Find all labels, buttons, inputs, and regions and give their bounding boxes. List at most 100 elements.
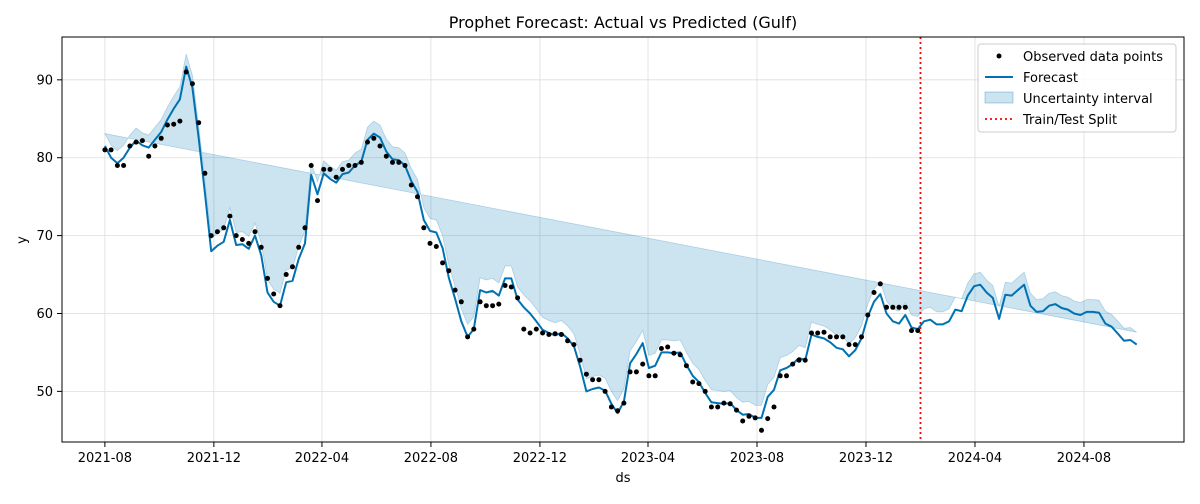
x-tick-label: 2023-08 <box>730 451 784 466</box>
observed-point <box>815 330 821 336</box>
observed-point <box>671 350 677 356</box>
observed-point <box>902 304 908 310</box>
x-tick-label: 2022-12 <box>513 451 567 466</box>
observed-point <box>521 326 527 332</box>
observed-point <box>290 264 295 270</box>
observed-point <box>252 229 258 235</box>
observed-point <box>702 388 708 394</box>
observed-point <box>740 418 746 424</box>
observed-point <box>189 81 195 87</box>
observed-point <box>121 163 127 168</box>
observed-point <box>759 427 764 433</box>
observed-point <box>302 225 308 231</box>
observed-point <box>415 194 420 200</box>
observed-point <box>277 303 283 309</box>
observed-point <box>327 166 333 172</box>
x-tick-label: 2021-08 <box>78 451 132 466</box>
uncertainty-band <box>104 53 1137 406</box>
observed-point <box>227 213 233 219</box>
observed-point <box>315 198 320 204</box>
observed-point <box>565 338 571 344</box>
observed-point <box>383 153 389 159</box>
observed-point <box>114 163 120 168</box>
x-tick-label: 2022-08 <box>404 451 458 466</box>
observed-point <box>802 357 808 363</box>
observed-point <box>483 303 489 309</box>
observed-point <box>777 373 783 379</box>
observed-point <box>658 346 664 351</box>
legend-split-label: Train/Test Split <box>1022 113 1117 128</box>
observed-point <box>677 352 683 358</box>
observed-point <box>365 139 370 145</box>
observed-point <box>340 166 345 172</box>
observed-point <box>171 121 177 127</box>
observed-point <box>734 407 739 413</box>
observed-point <box>621 400 627 406</box>
observed-point <box>909 328 914 334</box>
observed-point <box>502 283 508 288</box>
observed-point <box>608 404 614 410</box>
observed-point <box>796 357 802 363</box>
observed-point <box>377 143 383 149</box>
observed-point <box>790 361 796 367</box>
observed-point <box>490 303 496 309</box>
observed-point <box>283 272 289 277</box>
observed-point <box>515 295 521 301</box>
observed-point <box>771 404 777 410</box>
observed-point <box>877 281 883 287</box>
observed-point <box>640 361 646 367</box>
observed-point <box>146 153 152 159</box>
observed-point <box>727 401 733 407</box>
observed-point <box>540 330 546 336</box>
x-axis: 2021-08 2021-12 2022-04 2022-08 2022-12 2023-… <box>78 442 1111 466</box>
observed-point <box>333 174 339 180</box>
observed-point <box>239 237 245 242</box>
x-tick-label: 2023-12 <box>839 451 893 466</box>
observed-point <box>433 244 439 249</box>
x-tick-label: 2024-08 <box>1057 451 1111 466</box>
observed-point <box>696 381 702 387</box>
observed-point <box>533 326 539 332</box>
observed-point <box>752 415 758 421</box>
legend-interval-swatch <box>984 91 1014 104</box>
observed-point <box>546 332 552 337</box>
observed-point <box>396 159 402 165</box>
observed-point <box>827 334 833 340</box>
legend: Observed data points Forecast Uncertaint… <box>977 43 1177 133</box>
observed-point <box>859 334 864 340</box>
observed-point <box>646 373 652 379</box>
observed-point <box>896 304 902 310</box>
forecast-line-layer <box>104 65 1138 419</box>
observed-point <box>221 225 227 231</box>
plot-frame <box>61 36 1185 443</box>
legend-box <box>977 43 1177 133</box>
observed-point <box>496 301 502 307</box>
observed-point <box>452 287 458 293</box>
observed-point <box>133 139 139 145</box>
observed-point <box>164 122 170 128</box>
x-tick-label: 2021-12 <box>187 451 241 466</box>
observed-point <box>615 408 621 414</box>
observed-point <box>527 330 533 336</box>
observed-point <box>152 143 158 149</box>
observed-point <box>852 342 858 348</box>
observed-point <box>865 312 871 318</box>
observed-point <box>321 166 327 172</box>
observed-point <box>371 135 377 141</box>
observed-point <box>633 369 639 375</box>
observed-point <box>358 159 364 165</box>
observed-point <box>108 147 114 153</box>
observed-point <box>627 369 633 375</box>
observed-point <box>127 143 133 149</box>
y-tick-label: 70 <box>36 229 53 244</box>
observed-point <box>102 147 108 153</box>
legend-forecast-label: Forecast <box>1023 71 1078 86</box>
observed-point <box>784 373 789 379</box>
observed-point <box>202 170 208 176</box>
chart-title: Prophet Forecast: Actual vs Predicted (G… <box>449 13 797 32</box>
observed-point <box>296 244 302 250</box>
observed-point <box>477 299 483 305</box>
observed-point <box>421 225 427 231</box>
